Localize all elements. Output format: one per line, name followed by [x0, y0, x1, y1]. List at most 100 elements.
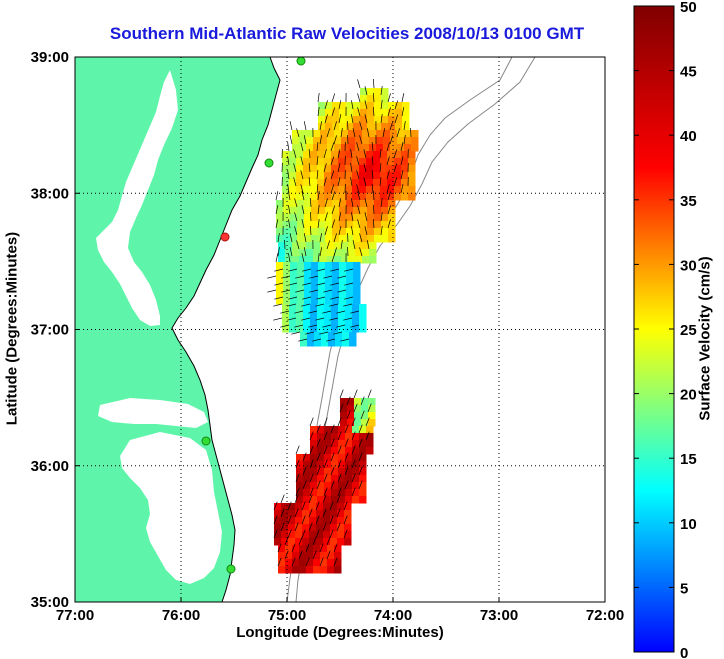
velocity-arrow — [386, 156, 390, 166]
velocity-cell — [303, 311, 311, 319]
velocity-arrow — [322, 324, 332, 328]
velocity-arrow — [379, 163, 382, 173]
velocity-cell — [366, 151, 374, 159]
velocity-cell — [369, 242, 377, 250]
velocity-cell — [345, 165, 353, 173]
velocity-arrow — [273, 501, 278, 511]
velocity-cell — [295, 538, 303, 546]
velocity-cell — [331, 311, 339, 319]
velocity-cell — [302, 517, 310, 525]
velocity-cell — [334, 137, 342, 145]
velocity-cell — [302, 503, 310, 511]
velocity-cell — [289, 179, 297, 187]
velocity-arrow — [316, 142, 319, 152]
velocity-arrow — [293, 149, 297, 159]
velocity-arrow — [330, 184, 335, 194]
velocity-arrow — [363, 149, 367, 159]
velocity-cell — [331, 489, 339, 497]
velocity-cell — [339, 269, 347, 277]
velocity-cell — [334, 242, 342, 250]
velocity-cell — [292, 545, 300, 553]
velocity-arrow — [324, 198, 328, 208]
velocity-cell — [302, 531, 310, 539]
velocity-cell — [274, 531, 282, 539]
velocity-cell — [276, 214, 284, 222]
velocity-cell — [278, 552, 286, 560]
velocity-cell — [346, 235, 354, 243]
velocity-arrow — [312, 338, 322, 342]
velocity-cell — [338, 447, 346, 455]
velocity-cell — [360, 214, 368, 222]
velocity-cell — [353, 297, 361, 305]
velocity-cell — [340, 412, 348, 420]
velocity-arrow — [275, 191, 279, 201]
y-tick-label: 38:00 — [31, 185, 69, 202]
velocity-cell — [395, 123, 403, 131]
velocity-cell — [334, 144, 342, 152]
velocity-cell — [331, 433, 339, 441]
velocity-cell — [388, 214, 396, 222]
velocity-cell — [302, 538, 310, 546]
velocity-cell — [353, 269, 361, 277]
velocity-cell — [345, 454, 353, 462]
velocity-cell — [401, 151, 409, 159]
velocity-cell — [360, 95, 368, 103]
velocity-arrow — [400, 184, 404, 194]
velocity-cell — [345, 461, 353, 469]
velocity-arrow — [330, 170, 335, 180]
velocity-cell — [285, 256, 293, 264]
velocity-cell — [324, 461, 332, 469]
velocity-arrow — [403, 121, 406, 131]
velocity-cell — [290, 290, 298, 298]
velocity-cell — [330, 510, 338, 518]
velocity-cell — [348, 130, 356, 138]
velocity-cell — [331, 482, 339, 490]
velocity-cell — [332, 228, 340, 236]
velocity-cell — [313, 552, 321, 560]
velocity-cell — [316, 531, 324, 539]
velocity-cell — [303, 325, 311, 333]
velocity-arrow — [380, 198, 383, 208]
velocity-cell — [296, 151, 304, 159]
velocity-cell — [376, 130, 384, 138]
velocity-arrow — [312, 550, 317, 560]
x-tick-label: 77:00 — [56, 607, 94, 624]
velocity-cell — [387, 165, 395, 173]
velocity-cell — [332, 269, 340, 277]
y-tick-label: 37:00 — [31, 322, 69, 339]
velocity-cell — [313, 137, 321, 145]
velocity-arrow — [343, 529, 348, 539]
velocity-cell — [387, 151, 395, 159]
velocity-arrow — [308, 149, 311, 159]
velocity-cell — [361, 412, 369, 420]
velocity-cell — [299, 566, 307, 574]
velocity-cell — [338, 318, 346, 326]
velocity-cell — [310, 311, 318, 319]
velocity-cell — [303, 461, 311, 469]
velocity-arrow — [344, 268, 354, 272]
velocity-arrow — [400, 156, 404, 166]
velocity-cell — [394, 179, 402, 187]
velocity-cell — [332, 221, 340, 229]
velocity-cell — [331, 468, 339, 476]
velocity-cell — [317, 468, 325, 476]
radar-station-marker — [264, 158, 274, 168]
velocity-arrow — [323, 275, 333, 279]
velocity-cell — [352, 318, 360, 326]
velocity-arrow — [396, 128, 400, 138]
velocity-cell — [309, 524, 317, 532]
velocity-cell — [346, 109, 354, 117]
velocity-cell — [299, 144, 307, 152]
velocity-cell — [362, 242, 370, 250]
velocity-cell — [317, 318, 325, 326]
velocity-cell — [317, 440, 325, 448]
velocity-arrow — [333, 135, 337, 145]
velocity-arrow — [386, 142, 390, 152]
velocity-cell — [317, 186, 325, 194]
velocity-cell — [324, 489, 332, 497]
velocity-arrow — [380, 86, 383, 96]
velocity-cell — [278, 559, 286, 567]
velocity-cell — [310, 433, 318, 441]
velocity-cell — [332, 276, 340, 284]
velocity-cell — [297, 269, 305, 277]
